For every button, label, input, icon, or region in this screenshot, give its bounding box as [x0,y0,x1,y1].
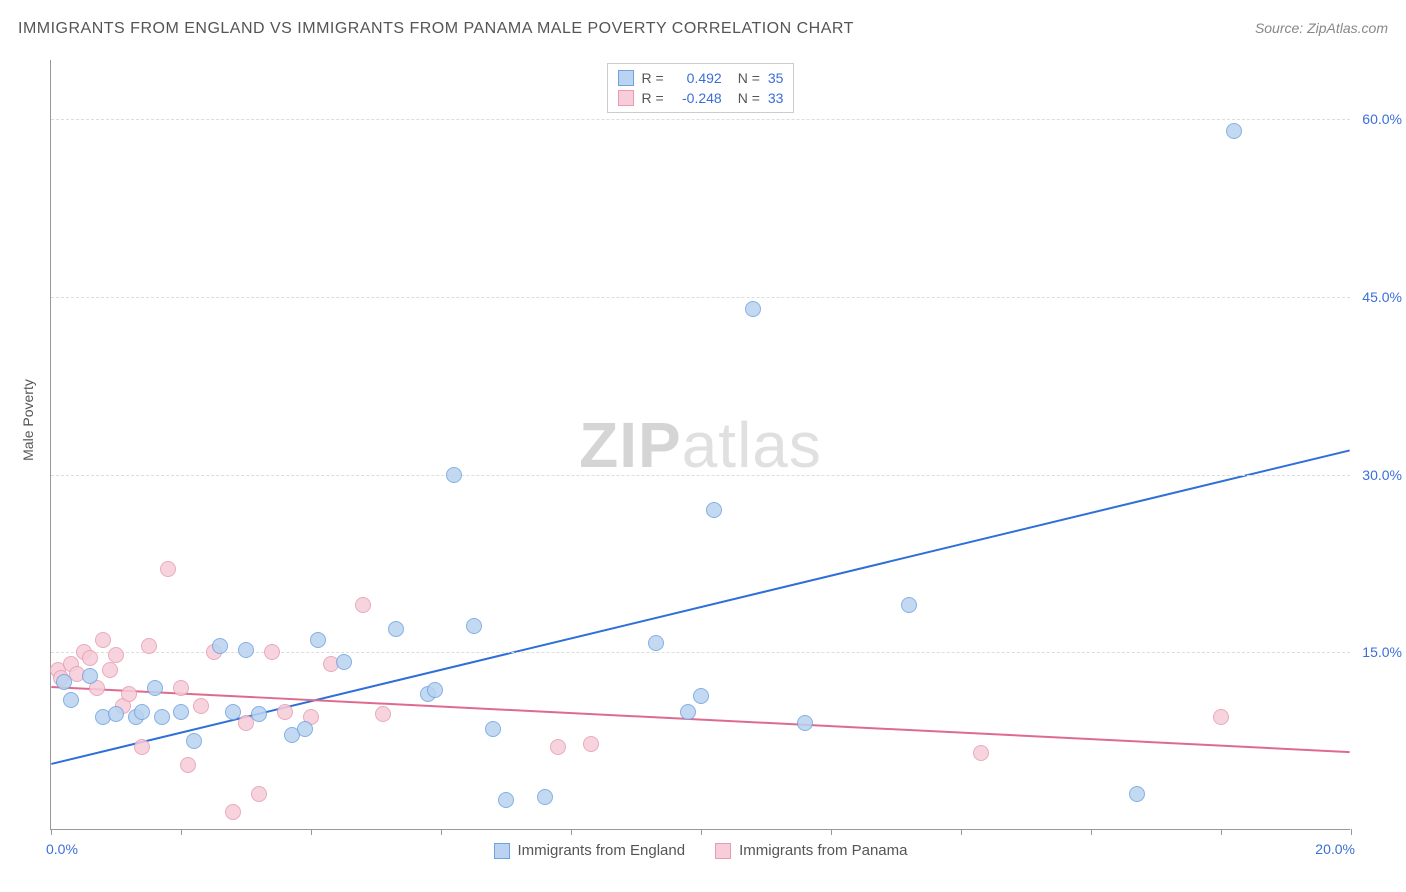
legend-row-panama: R = -0.248 N = 33 [618,88,784,108]
scatter-point [466,618,482,634]
chart-title: IMMIGRANTS FROM ENGLAND VS IMMIGRANTS FR… [18,20,854,38]
scatter-point [108,706,124,722]
scatter-point [336,654,352,670]
x-tick [1221,829,1222,835]
x-tick [1351,829,1352,835]
scatter-point [388,621,404,637]
scatter-point [427,682,443,698]
source-attribution: Source: ZipAtlas.com [1255,20,1388,36]
legend-item-england: Immigrants from England [494,842,686,859]
scatter-point [537,789,553,805]
x-axis-min-label: 0.0% [46,841,78,857]
legend-row-england: R = 0.492 N = 35 [618,68,784,88]
scatter-point [121,686,137,702]
trend-lines-layer [51,60,1350,829]
scatter-point [648,635,664,651]
scatter-point [180,757,196,773]
n-label: N = [738,68,760,88]
scatter-point [1129,786,1145,802]
scatter-point [225,804,241,820]
y-tick-label: 15.0% [1362,644,1402,660]
scatter-point [212,638,228,654]
y-tick-label: 60.0% [1362,111,1402,127]
n-label: N = [738,88,760,108]
legend-swatch-england [618,70,634,86]
x-tick [1091,829,1092,835]
scatter-point [173,680,189,696]
scatter-point [297,721,313,737]
scatter-point [375,706,391,722]
scatter-point [355,597,371,613]
scatter-point [56,674,72,690]
scatter-point [693,688,709,704]
scatter-point [745,301,761,317]
scatter-point [193,698,209,714]
x-tick [181,829,182,835]
y-tick-label: 30.0% [1362,467,1402,483]
x-tick [311,829,312,835]
scatter-point [160,561,176,577]
scatter-point [264,644,280,660]
scatter-point [251,786,267,802]
scatter-point [680,704,696,720]
scatter-point [173,704,189,720]
scatter-point [973,745,989,761]
scatter-point [108,647,124,663]
scatter-point [310,632,326,648]
x-tick [571,829,572,835]
scatter-point [141,638,157,654]
plot-area: ZIPatlas R = 0.492 N = 35 R = -0.248 N =… [50,60,1350,830]
y-axis-title: Male Poverty [20,379,36,461]
gridline [51,475,1350,476]
gridline [51,119,1350,120]
legend-label-england: Immigrants from England [518,842,686,859]
scatter-point [1213,709,1229,725]
scatter-point [186,733,202,749]
scatter-point [102,662,118,678]
scatter-point [277,704,293,720]
n-value-panama: 33 [768,88,784,108]
scatter-point [498,792,514,808]
scatter-point [1226,123,1242,139]
series-legend: Immigrants from England Immigrants from … [494,842,908,859]
scatter-point [225,704,241,720]
legend-swatch-panama [715,843,731,859]
scatter-point [82,668,98,684]
scatter-point [706,502,722,518]
r-value-panama: -0.248 [672,88,722,108]
x-tick [441,829,442,835]
legend-swatch-england [494,843,510,859]
scatter-point [797,715,813,731]
scatter-point [63,692,79,708]
x-axis-max-label: 20.0% [1315,841,1355,857]
legend-label-panama: Immigrants from Panama [739,842,907,859]
scatter-point [583,736,599,752]
r-label: R = [642,68,664,88]
y-tick-label: 45.0% [1362,289,1402,305]
x-tick [961,829,962,835]
x-tick [701,829,702,835]
scatter-point [147,680,163,696]
scatter-point [901,597,917,613]
x-tick [51,829,52,835]
scatter-point [446,467,462,483]
scatter-point [95,632,111,648]
scatter-point [251,706,267,722]
scatter-point [82,650,98,666]
correlation-legend: R = 0.492 N = 35 R = -0.248 N = 33 [607,63,795,113]
scatter-point [238,642,254,658]
scatter-point [485,721,501,737]
r-value-england: 0.492 [672,68,722,88]
r-label: R = [642,88,664,108]
n-value-england: 35 [768,68,784,88]
scatter-point [134,704,150,720]
gridline [51,297,1350,298]
chart-container: IMMIGRANTS FROM ENGLAND VS IMMIGRANTS FR… [0,0,1406,892]
scatter-point [154,709,170,725]
legend-item-panama: Immigrants from Panama [715,842,907,859]
scatter-point [550,739,566,755]
scatter-point [134,739,150,755]
legend-swatch-panama [618,90,634,106]
x-tick [831,829,832,835]
